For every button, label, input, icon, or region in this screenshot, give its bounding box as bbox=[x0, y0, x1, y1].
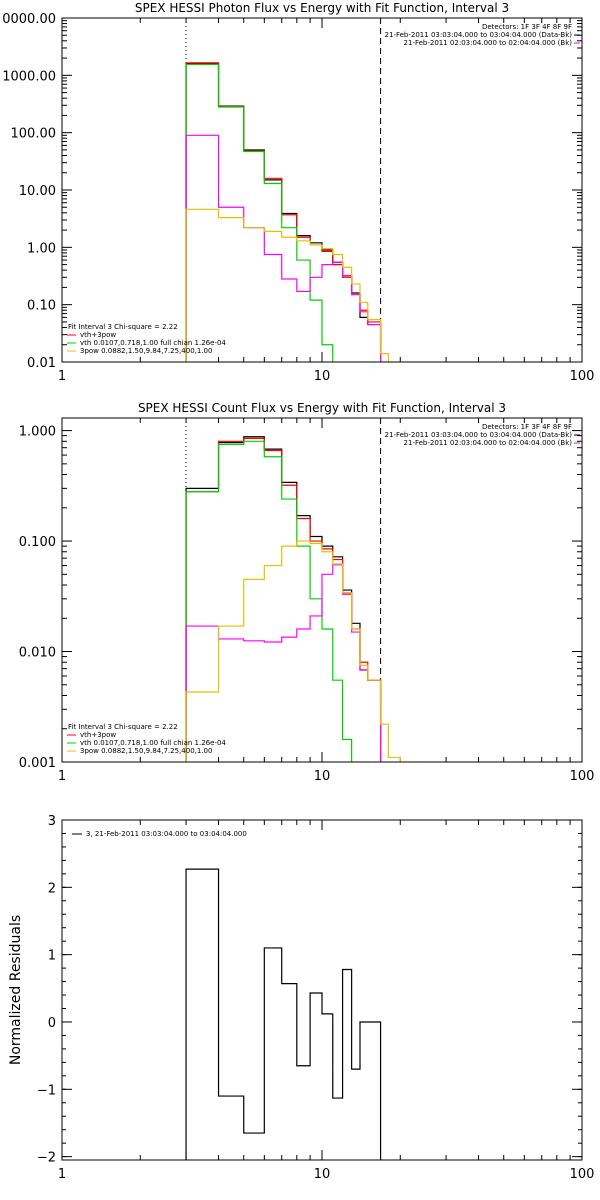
legend-top-entry: Detectors: 1F 3F 4F 8F 9F bbox=[482, 23, 572, 31]
legend-bottom-entry: vth 0.0107,0.718,1.00 full chian 1.26e-0… bbox=[80, 339, 226, 347]
legend-bottom-entry: vth+3pow bbox=[80, 331, 116, 339]
legend-entry: 3, 21-Feb-2011 03:03:04.000 to 03:04:04.… bbox=[86, 830, 247, 838]
x-tick-label: 100 bbox=[570, 1167, 595, 1182]
chart-panel-2: SPEX HESSI Count Flux vs Energy with Fit… bbox=[19, 401, 595, 784]
legend-bottom-entry: 3pow 0.0882,1.50,9.84,7.25,400,1.00 bbox=[80, 347, 212, 355]
legend-bottom-entry: vth+3pow bbox=[80, 731, 116, 739]
series-line-0 bbox=[185, 63, 382, 362]
x-tick-label: 100 bbox=[570, 369, 595, 384]
series-group bbox=[185, 868, 382, 1160]
chart-title: SPEX HESSI Count Flux vs Energy with Fit… bbox=[138, 401, 506, 415]
series-line-4 bbox=[185, 540, 401, 762]
series-line-2 bbox=[185, 440, 353, 762]
series-line-0 bbox=[185, 868, 382, 1160]
legend-top-entry: 21-Feb-2011 03:03:04.000 to 03:04:04.000… bbox=[385, 431, 573, 439]
plot-frame bbox=[61, 17, 583, 363]
y-tick-label: 1000.00 bbox=[2, 69, 56, 84]
y-tick-label: 0.01 bbox=[27, 356, 56, 371]
legend-top-entry: Detectors: 1F 3F 4F 8F 9F bbox=[482, 423, 572, 431]
series-line-4 bbox=[185, 208, 389, 362]
legend-bottom-entry: Fit Interval 3 Chi-square = 2.22 bbox=[68, 323, 178, 331]
legend-top-entry: 21-Feb-2011 02:03:04.000 to 02:04:04.000… bbox=[404, 39, 573, 47]
y-tick-label: 0.001 bbox=[19, 756, 56, 771]
y-tick-label: 10.00 bbox=[19, 184, 56, 199]
legend-bottom-entry: Fit Interval 3 Chi-square = 2.22 bbox=[68, 723, 178, 731]
x-tick-label: 100 bbox=[570, 769, 595, 784]
y-tick-label: 0.100 bbox=[19, 535, 56, 550]
x-tick-label: 1 bbox=[58, 369, 66, 384]
y-tick-label: 1 bbox=[48, 949, 56, 964]
series-line-2 bbox=[185, 63, 334, 362]
series-group bbox=[185, 436, 401, 762]
x-tick-label: 10 bbox=[314, 769, 331, 784]
x-tick-label: 10 bbox=[314, 369, 331, 384]
y-tick-label: 0000.00 bbox=[2, 12, 56, 27]
legend-top-entry: 21-Feb-2011 03:03:04.000 to 03:04:04.000… bbox=[385, 31, 573, 39]
y-tick-label: 1.00 bbox=[27, 241, 56, 256]
legend-bottom-entry: 3pow 0.0882,1.50,9.84,7.25,400,1.00 bbox=[80, 747, 212, 755]
y-tick-label: 0 bbox=[48, 1016, 56, 1031]
x-tick-label: 1 bbox=[58, 769, 66, 784]
series-group bbox=[185, 62, 389, 362]
y-tick-label: 3 bbox=[48, 814, 56, 829]
y-tick-label: −1 bbox=[37, 1083, 56, 1098]
y-tick-label: 2 bbox=[48, 881, 56, 896]
plot-frame bbox=[61, 417, 583, 763]
chart-panel-3: Normalized Residuals 1 10 100 −2 −1 0 1 2 3 3, 21-… bbox=[8, 814, 594, 1182]
x-tick-label: 10 bbox=[314, 1167, 331, 1182]
y-tick-label: 100.00 bbox=[11, 127, 57, 142]
chart-panel-1: SPEX HESSI Photon Flux vs Energy with Fi… bbox=[2, 1, 594, 384]
chart-title: SPEX HESSI Photon Flux vs Energy with Fi… bbox=[135, 1, 509, 15]
y-tick-label: 0.010 bbox=[19, 646, 56, 661]
legend-bottom-entry: vth 0.0107,0.718,1.00 full chian 1.26e-0… bbox=[80, 739, 226, 747]
x-tick-label: 1 bbox=[58, 1167, 66, 1182]
y-tick-label: 1.000 bbox=[19, 425, 56, 440]
y-axis-label: Normalized Residuals bbox=[8, 915, 24, 1065]
y-tick-label: −2 bbox=[37, 1151, 56, 1166]
y-tick-label: 0.10 bbox=[27, 299, 56, 314]
legend-top-entry: 21-Feb-2011 02:03:04.000 to 02:04:04.000… bbox=[404, 439, 573, 447]
plot-frame bbox=[61, 819, 583, 1161]
series-line-1 bbox=[185, 62, 382, 362]
